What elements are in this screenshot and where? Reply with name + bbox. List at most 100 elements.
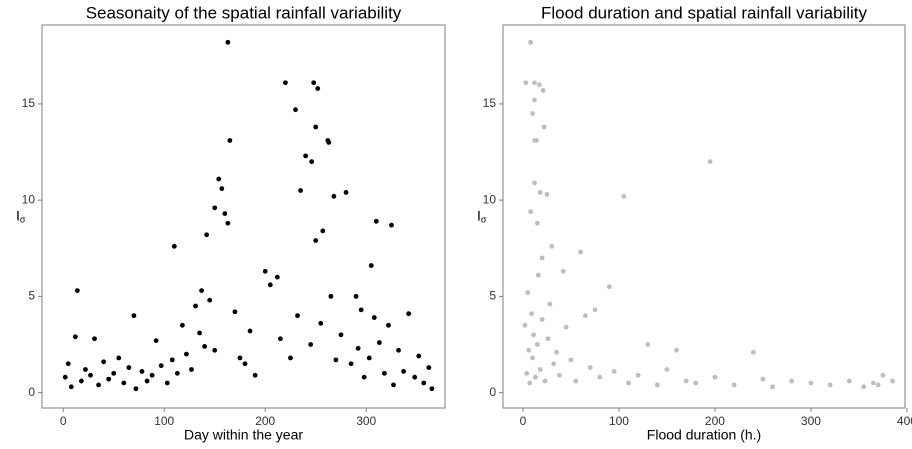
point xyxy=(875,382,881,388)
point xyxy=(654,382,660,388)
point xyxy=(318,320,324,326)
point xyxy=(199,288,204,293)
point xyxy=(225,39,231,45)
point xyxy=(592,307,598,313)
point xyxy=(207,297,213,303)
point xyxy=(870,380,876,386)
x-tick-label: 0 xyxy=(520,414,527,428)
point xyxy=(313,124,319,130)
point xyxy=(171,243,177,249)
point xyxy=(547,301,553,307)
point xyxy=(222,211,228,217)
point xyxy=(541,124,547,130)
point xyxy=(376,340,382,345)
point xyxy=(68,384,74,390)
point xyxy=(267,282,273,288)
y-axis-label: Iσ xyxy=(16,207,26,225)
point xyxy=(311,80,317,86)
point xyxy=(528,39,534,45)
point xyxy=(320,228,326,234)
y-axis-label: Iσ xyxy=(477,207,487,225)
point xyxy=(227,138,233,143)
point xyxy=(193,303,198,309)
x-axis-label: Flood duration (h.) xyxy=(647,427,761,443)
point xyxy=(331,193,337,199)
point xyxy=(568,357,574,363)
point xyxy=(534,342,540,347)
point xyxy=(368,263,374,268)
point xyxy=(611,369,617,374)
y-axis-label-sub: σ xyxy=(481,215,487,225)
point xyxy=(78,378,84,384)
point xyxy=(846,378,852,384)
point xyxy=(225,220,231,226)
point xyxy=(542,378,548,384)
point xyxy=(92,336,97,342)
point xyxy=(204,232,210,238)
y-axis-label-main: I xyxy=(477,207,481,223)
point xyxy=(606,284,612,290)
point xyxy=(539,255,545,261)
point xyxy=(528,209,534,215)
point xyxy=(551,361,557,367)
point xyxy=(212,205,218,211)
point xyxy=(683,378,689,384)
point xyxy=(252,372,258,378)
point xyxy=(65,361,71,367)
y-axis-label-sub: σ xyxy=(20,215,26,225)
point xyxy=(216,176,222,182)
point xyxy=(74,288,80,293)
point xyxy=(353,293,359,299)
point xyxy=(524,370,530,376)
point xyxy=(535,272,541,278)
point xyxy=(197,330,202,336)
point xyxy=(557,372,562,378)
point xyxy=(153,338,159,344)
point xyxy=(184,351,189,357)
x-tick-label: 100 xyxy=(154,414,174,428)
point xyxy=(582,313,588,319)
point xyxy=(645,342,651,347)
point xyxy=(626,380,631,386)
point xyxy=(401,369,406,374)
y-tick-label: 15 xyxy=(483,96,497,110)
point xyxy=(366,355,372,361)
point xyxy=(861,384,867,390)
point xyxy=(664,367,670,372)
point xyxy=(343,190,349,195)
point xyxy=(406,311,412,317)
point xyxy=(540,88,546,93)
point xyxy=(526,347,532,353)
point xyxy=(348,361,354,367)
point xyxy=(158,363,164,369)
point xyxy=(597,374,603,380)
x-tick-label: 100 xyxy=(609,414,629,428)
point xyxy=(126,365,132,370)
point xyxy=(554,349,559,355)
point xyxy=(587,365,593,370)
point xyxy=(121,380,127,386)
point xyxy=(189,367,194,372)
point xyxy=(133,386,139,392)
point xyxy=(328,293,334,299)
point xyxy=(789,378,795,384)
point xyxy=(101,359,107,365)
y-tick-label: 10 xyxy=(22,192,36,206)
point xyxy=(293,107,298,113)
point xyxy=(169,357,175,363)
y-tick-label: 0 xyxy=(28,385,35,399)
x-tick-label: 200 xyxy=(705,414,725,428)
point xyxy=(527,380,533,386)
point xyxy=(288,355,293,361)
chart-title: Seasonaity of the spatial rainfall varia… xyxy=(86,3,402,22)
point xyxy=(262,268,268,274)
point xyxy=(333,357,339,363)
point xyxy=(770,384,775,390)
point xyxy=(731,382,737,388)
point xyxy=(523,80,529,86)
point xyxy=(202,344,208,349)
point xyxy=(712,374,718,380)
point xyxy=(531,332,536,338)
point xyxy=(88,372,93,378)
point xyxy=(621,193,627,199)
